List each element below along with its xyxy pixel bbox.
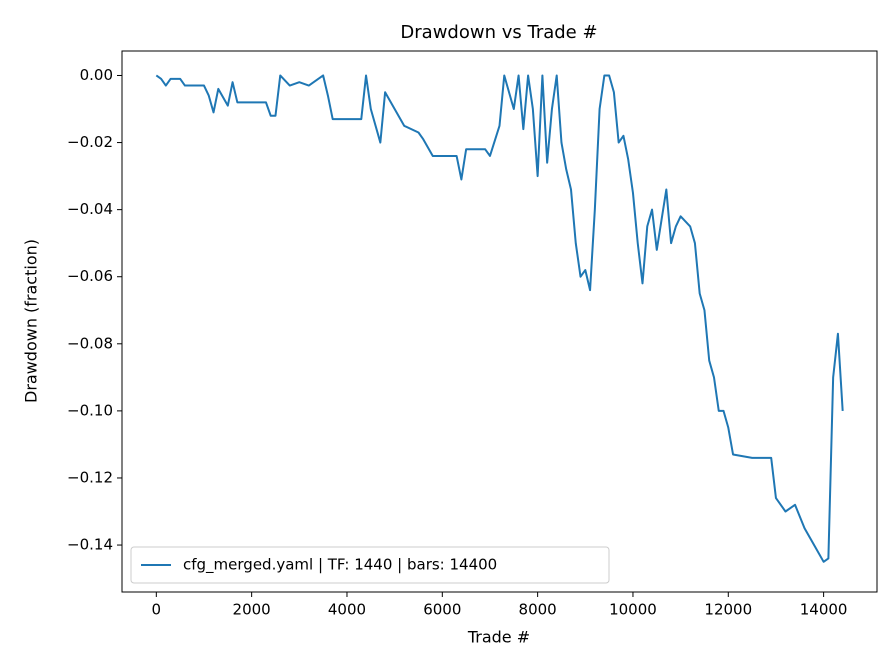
y-tick-label: −0.10 — [67, 401, 113, 419]
x-tick-label: 12000 — [704, 601, 752, 619]
y-tick-label: −0.12 — [67, 468, 113, 486]
x-tick-label: 6000 — [423, 601, 461, 619]
x-tick-label: 10000 — [609, 601, 657, 619]
x-tick-label: 8000 — [519, 601, 557, 619]
y-tick-label: −0.04 — [67, 200, 113, 218]
plot-frame — [121, 50, 878, 593]
y-tick-label: −0.06 — [67, 267, 113, 285]
y-tick-label: −0.02 — [67, 133, 113, 151]
x-tick-label: 2000 — [233, 601, 271, 619]
line-series — [155, 74, 844, 563]
x-axis-label: Trade # — [467, 628, 530, 647]
x-tick-label: 4000 — [328, 601, 366, 619]
legend-box — [130, 546, 610, 584]
x-tick-label: 0 — [152, 601, 162, 619]
chart-title: Drawdown vs Trade # — [400, 22, 597, 43]
y-tick-label: 0.00 — [80, 66, 113, 84]
y-tick-label: −0.08 — [67, 334, 113, 352]
y-axis-label: Drawdown (fraction) — [22, 239, 41, 403]
y-tick-label: −0.14 — [67, 536, 113, 554]
legend-label: cfg_merged.yaml | TF: 1440 | bars: 14400 — [183, 556, 497, 575]
x-tick-label: 14000 — [800, 601, 848, 619]
